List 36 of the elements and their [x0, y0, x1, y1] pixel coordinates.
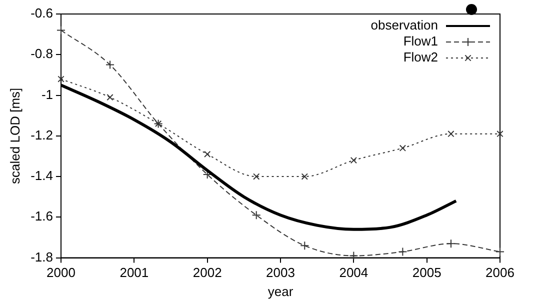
legend-label: Flow1: [403, 34, 438, 49]
point: [301, 173, 308, 180]
y-tick-label: -0.8: [30, 46, 53, 62]
point: [448, 130, 454, 138]
point: [253, 173, 260, 180]
legend-label: Flow2: [403, 50, 438, 65]
x-tick-label: 2003: [266, 265, 295, 280]
point: [106, 60, 115, 70]
x-tick-label: 2000: [46, 265, 76, 280]
point: [300, 241, 310, 250]
y-tick-label: -1.2: [30, 127, 53, 142]
point: [446, 239, 456, 248]
legend-label: observation: [370, 18, 438, 33]
point: [56, 26, 66, 35]
y-tick-label: -1.8: [30, 249, 53, 264]
x-tick-label: 2005: [412, 265, 442, 280]
point: [350, 156, 357, 164]
y-axis-title: scaled LOD [ms]: [7, 88, 22, 184]
point: [398, 247, 408, 256]
x-tick-label: 2002: [192, 265, 222, 280]
x-axis-title: year: [268, 284, 294, 299]
y-tick-label: -0.6: [30, 6, 53, 21]
point: [496, 130, 504, 138]
x-tick-label: 2001: [120, 265, 149, 280]
point: [58, 76, 64, 82]
y-tick-label: -1.4: [30, 168, 53, 184]
point: [204, 150, 211, 158]
x-tick-label: 2006: [486, 265, 514, 280]
y-tick-label: -1: [41, 86, 53, 102]
point: [496, 247, 504, 256]
y-tick-label: -1.6: [30, 208, 53, 224]
x-tick-label: 2004: [339, 265, 368, 280]
point: [349, 251, 358, 260]
point: [399, 144, 406, 152]
point: [106, 94, 114, 101]
point: [252, 210, 261, 220]
